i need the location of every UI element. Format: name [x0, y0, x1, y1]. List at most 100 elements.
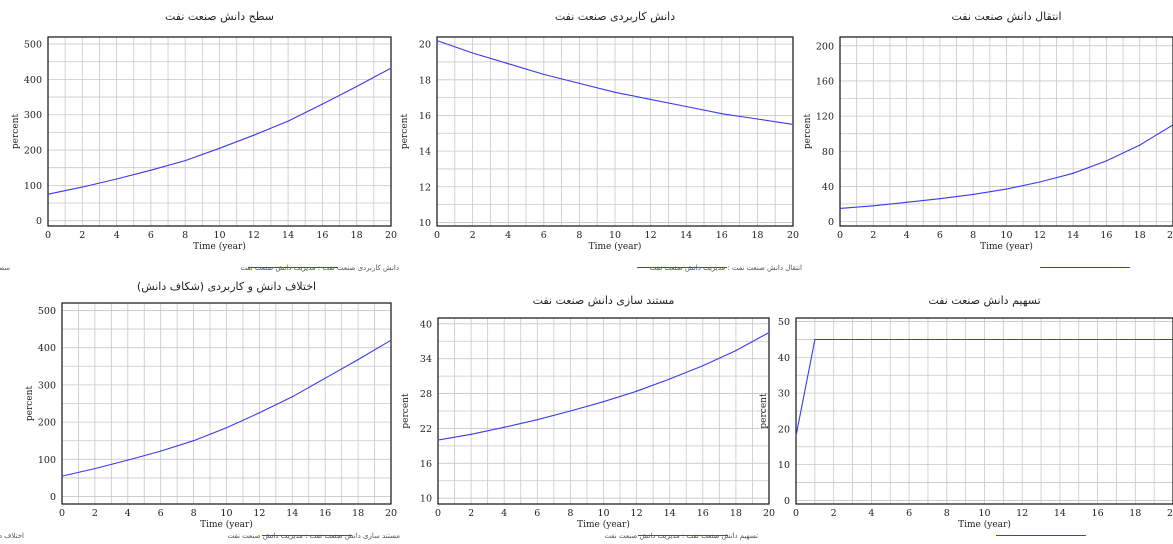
data-point: [839, 207, 841, 210]
data-point: [795, 435, 797, 437]
y-tick-label: 50: [778, 317, 790, 328]
x-tick-label: 4: [114, 230, 120, 241]
y-axis-label: percent: [759, 393, 769, 429]
data-point: [650, 98, 652, 101]
x-tick-label: 2: [870, 230, 876, 241]
data-point: [536, 419, 538, 421]
chart-title: دانش کاربردی صنعت نفت: [555, 10, 675, 23]
data-point: [150, 169, 152, 171]
y-tick-label: 160: [816, 76, 834, 87]
x-tick-label: 14: [680, 230, 692, 241]
x-tick-label: 0: [45, 230, 51, 241]
data-point: [543, 73, 545, 76]
data-point: [814, 338, 816, 341]
y-tick-label: 0: [50, 492, 56, 503]
data-point: [1139, 144, 1141, 146]
data-point: [184, 160, 186, 162]
x-tick-label: 18: [352, 508, 364, 519]
y-tick-label: 300: [38, 380, 56, 391]
x-tick-label: 2: [831, 508, 837, 519]
x-tick-label: 14: [664, 508, 676, 519]
data-point: [1021, 338, 1023, 341]
plot-frame: [437, 317, 770, 505]
data-point: [1039, 181, 1041, 183]
y-tick-label: 0: [784, 496, 790, 507]
data-point: [1005, 188, 1008, 190]
x-tick-label: 2: [92, 508, 98, 519]
data-point: [1097, 338, 1099, 341]
data-point: [636, 390, 638, 392]
x-tick-label: 16: [1100, 230, 1112, 241]
x-axis-label: Time (year): [589, 241, 642, 252]
y-tick-label: 30: [778, 389, 790, 400]
y-tick-label: 28: [420, 389, 432, 400]
y-tick-label: 20: [778, 424, 790, 435]
data-point: [253, 134, 255, 136]
data-point: [669, 378, 671, 380]
x-axis-label: Time (year): [958, 519, 1011, 530]
x-tick-label: 12: [631, 508, 643, 519]
x-tick-label: 14: [282, 230, 294, 241]
y-tick-label: 10: [419, 218, 431, 229]
x-tick-label: 8: [191, 508, 197, 519]
y-tick-label: 400: [24, 75, 42, 86]
data-point: [470, 433, 472, 435]
data-point: [569, 410, 572, 412]
data-point: [735, 349, 737, 352]
plot-frame: [436, 36, 794, 227]
x-tick-label: 16: [716, 230, 728, 241]
data-point: [1134, 338, 1136, 341]
y-tick-label: 40: [822, 182, 834, 193]
x-tick-label: 18: [1129, 508, 1141, 519]
y-tick-label: 14: [419, 147, 431, 158]
x-axis-label: Time (year): [577, 519, 630, 530]
data-point: [939, 198, 941, 200]
x-tick-label: 0: [59, 508, 65, 519]
data-point: [47, 193, 49, 195]
data-point: [81, 186, 83, 188]
y-tick-label: 120: [816, 112, 834, 123]
y-tick-label: 100: [38, 455, 56, 466]
x-tick-label: 6: [541, 230, 547, 241]
y-tick-label: 100: [24, 181, 42, 192]
x-tick-label: 12: [645, 230, 657, 241]
x-tick-label: 20: [385, 230, 397, 241]
data-point: [116, 178, 118, 180]
data-point: [702, 365, 704, 367]
x-tick-label: 6: [906, 508, 912, 519]
y-axis-label: percent: [400, 114, 410, 150]
data-point: [321, 103, 323, 105]
x-tick-label: 12: [248, 230, 260, 241]
y-tick-label: 16: [420, 459, 432, 470]
chart-panel-6: 0 2 4 6 8 10 12 14 16 18 20 0 10 20 30 40 50 Time (year) p…: [604, 294, 1173, 540]
data-point: [983, 338, 986, 341]
chart-title: سطح دانش صنعت نفت: [165, 10, 274, 23]
x-tick-label: 8: [970, 230, 976, 241]
x-tick-label: 4: [868, 508, 874, 519]
plot-frame: [61, 302, 392, 505]
y-axis-label: percent: [401, 393, 411, 429]
y-tick-label: 12: [419, 182, 431, 193]
data-point: [437, 439, 439, 441]
x-tick-label: 18: [751, 230, 763, 241]
y-axis-label: percent: [803, 114, 813, 150]
data-point: [472, 52, 474, 54]
y-tick-label: 40: [778, 353, 790, 364]
data-point: [324, 377, 326, 379]
x-tick-label: 20: [1167, 230, 1173, 241]
data-point: [685, 105, 687, 108]
x-tick-label: 2: [79, 230, 85, 241]
x-tick-label: 8: [182, 230, 188, 241]
x-tick-label: 10: [220, 508, 232, 519]
x-tick-label: 10: [609, 230, 621, 241]
data-point: [578, 82, 581, 84]
y-tick-label: 16: [419, 111, 431, 122]
legend-label: اختلاف دانش و کاربردی (شکاف دانش): [0, 532, 24, 540]
y-axis-label: percent: [11, 114, 21, 150]
data-point: [721, 113, 723, 115]
data-point: [870, 338, 873, 341]
data-point: [906, 201, 908, 203]
y-tick-label: 10: [420, 494, 432, 505]
x-tick-label: 12: [253, 508, 265, 519]
